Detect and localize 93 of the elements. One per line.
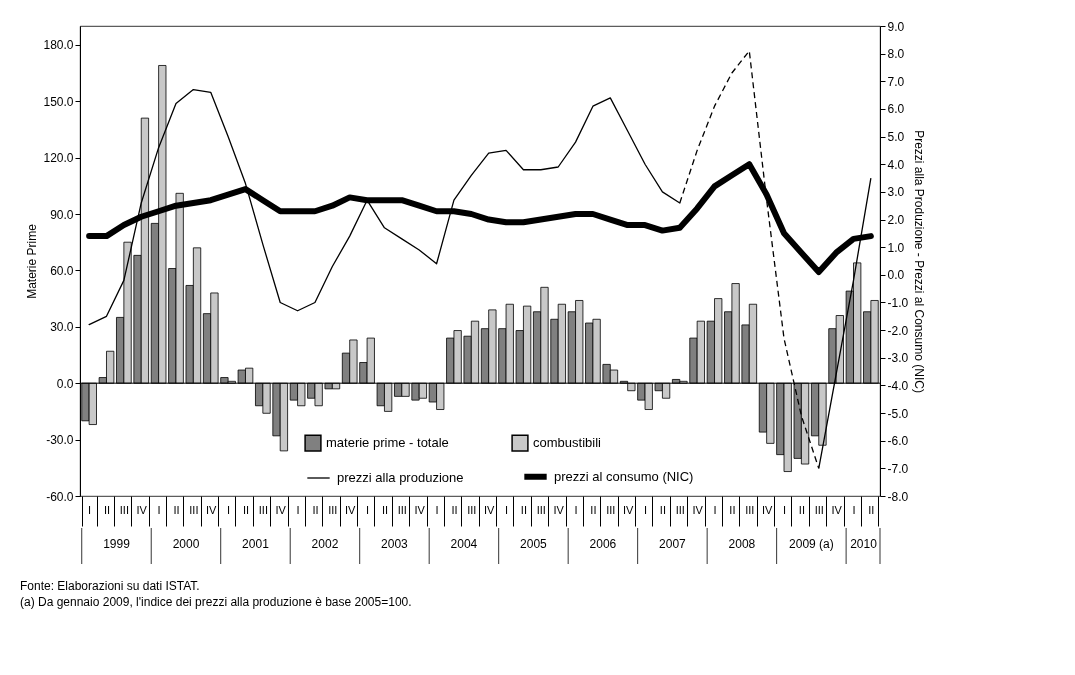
x-tick-label: II	[173, 503, 180, 516]
x-tick-label: IV	[206, 503, 218, 516]
y-tick-label: 150.0	[43, 94, 74, 109]
x-tick-label: III	[258, 503, 268, 516]
x-tick-label: II	[242, 503, 250, 516]
legend-label: prezzi alla produzione	[337, 470, 464, 485]
y2-axis-title: Prezzi alla Produzione - Prezzi al Consumo (NIC)	[912, 130, 927, 393]
x-tick-label: I	[782, 503, 787, 516]
y-tick-label: 30.0	[50, 320, 74, 335]
x-tick-label: II	[729, 503, 736, 516]
y2-tick-label: 5.0	[887, 130, 905, 145]
x-tick-label: I	[227, 503, 231, 516]
y2-tick-label: -8.0	[887, 489, 909, 504]
y2-tick-label: -1.0	[887, 295, 909, 310]
y2-tick-label: -2.0	[887, 323, 909, 338]
x-tick-label: II	[103, 503, 111, 516]
y-tick-label: -60.0	[46, 489, 74, 504]
text: 2007	[659, 537, 687, 551]
x-tick-label: IV	[622, 503, 635, 516]
text: 2002	[311, 537, 339, 551]
text: 2010	[850, 537, 878, 551]
y2-tick-label: 2.0	[887, 213, 905, 228]
x-tick-label: II	[381, 503, 389, 516]
text: 2003	[381, 537, 409, 551]
x-tick-label: I	[435, 503, 439, 516]
x-tick-label: III	[675, 503, 685, 516]
source-note: Fonte: Elaborazioni su dati ISTAT.	[20, 579, 200, 593]
x-tick-label: I	[644, 503, 648, 516]
y2-tick-label: 1.0	[887, 240, 905, 255]
x-tick-label: I	[296, 503, 300, 516]
y2-tick-label: 8.0	[887, 47, 905, 62]
text: 2001	[242, 537, 270, 551]
text: 2009 (a)	[789, 537, 834, 551]
x-tick-label: II	[659, 503, 666, 516]
x-tick-label: IV	[275, 503, 287, 516]
y-tick-label: 60.0	[50, 263, 74, 278]
x-tick-label: III	[606, 503, 616, 516]
x-tick-label: IV	[553, 503, 565, 516]
y-tick-label: -30.0	[46, 433, 74, 448]
x-tick-label: III	[536, 503, 546, 516]
x-tick-label: I	[366, 503, 370, 516]
x-tick-label: III	[745, 503, 755, 516]
x-tick-label: III	[397, 503, 407, 516]
x-tick-label: IV	[414, 503, 426, 516]
text: 2006	[589, 537, 617, 551]
x-tick-label: I	[157, 503, 161, 516]
y2-tick-label: -4.0	[887, 378, 909, 393]
x-tick-label: IV	[136, 503, 148, 516]
y2-tick-label: 9.0	[887, 19, 905, 34]
x-tick-label: I	[852, 503, 856, 516]
y2-tick-label: 3.0	[887, 185, 905, 200]
x-tick-label: I	[713, 503, 717, 516]
x-tick-label: I	[88, 503, 92, 516]
text: 2004	[450, 537, 478, 551]
legend-label: prezzi al consumo (NIC)	[554, 468, 694, 484]
y-axis-title: Materie Prime	[25, 223, 40, 299]
text: (a) Da gennaio 2009, l'indice dei prezzi alla produzione è base 2005=100.	[20, 595, 412, 609]
y2-tick-label: 7.0	[887, 74, 905, 89]
y2-tick-label: 0.0	[887, 268, 905, 283]
x-tick-label: II	[590, 503, 597, 516]
y-tick-label: 90.0	[50, 207, 74, 222]
x-tick-label: IV	[483, 503, 496, 516]
x-tick-label: I	[574, 503, 578, 516]
x-tick-label: II	[798, 503, 805, 516]
x-tick-label: IV	[761, 503, 773, 516]
x-tick-label: II	[868, 503, 875, 516]
legend-label: materie prime - totale	[326, 435, 449, 451]
x-tick-label: IV	[831, 503, 843, 516]
text: 2008	[728, 537, 756, 551]
x-tick-label: II	[312, 503, 319, 516]
x-tick-label: I	[505, 503, 509, 516]
x-tick-label: IV	[345, 503, 357, 516]
x-tick-label: IV	[692, 503, 704, 516]
text: 1999	[103, 537, 131, 551]
x-tick-label: II	[520, 503, 527, 516]
y2-tick-label: -5.0	[887, 406, 909, 421]
x-tick-label: II	[451, 503, 458, 516]
y2-tick-label: 4.0	[887, 157, 905, 172]
y-tick-label: 0.0	[56, 376, 74, 391]
legend-label: combustibili	[533, 435, 602, 451]
y-tick-label: 120.0	[43, 151, 74, 166]
y2-tick-label: -6.0	[887, 434, 909, 449]
y2-tick-label: 6.0	[887, 102, 905, 117]
x-tick-label: III	[814, 503, 824, 516]
x-tick-label: III	[328, 503, 338, 516]
x-tick-label: III	[119, 503, 129, 516]
text: 2000	[172, 537, 200, 551]
text: 2005	[520, 537, 548, 551]
y2-tick-label: -7.0	[887, 461, 909, 476]
y-tick-label: 180.0	[43, 38, 74, 53]
x-tick-label: III	[467, 503, 477, 516]
x-tick-label: III	[189, 503, 199, 516]
y2-tick-label: -3.0	[887, 351, 909, 366]
